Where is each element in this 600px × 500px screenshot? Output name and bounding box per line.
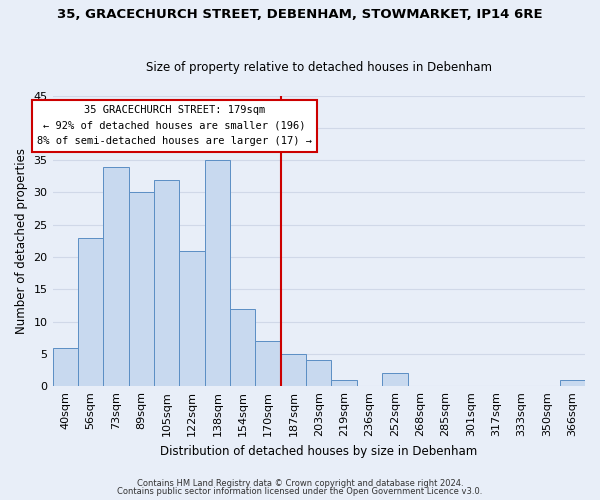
Bar	[53, 348, 78, 387]
Text: 35 GRACECHURCH STREET: 179sqm
← 92% of detached houses are smaller (196)
8% of s: 35 GRACECHURCH STREET: 179sqm ← 92% of d…	[37, 105, 312, 146]
Bar	[331, 380, 357, 386]
Text: 35, GRACECHURCH STREET, DEBENHAM, STOWMARKET, IP14 6RE: 35, GRACECHURCH STREET, DEBENHAM, STOWMA…	[57, 8, 543, 20]
Bar	[205, 160, 230, 386]
Bar	[306, 360, 331, 386]
Text: Contains public sector information licensed under the Open Government Licence v3: Contains public sector information licen…	[118, 487, 482, 496]
Y-axis label: Number of detached properties: Number of detached properties	[15, 148, 28, 334]
Bar	[103, 166, 128, 386]
Bar	[179, 250, 205, 386]
Bar	[382, 374, 407, 386]
X-axis label: Distribution of detached houses by size in Debenham: Distribution of detached houses by size …	[160, 444, 478, 458]
Bar	[78, 238, 103, 386]
Bar	[281, 354, 306, 386]
Bar	[230, 309, 256, 386]
Bar	[256, 341, 281, 386]
Bar	[128, 192, 154, 386]
Bar	[154, 180, 179, 386]
Text: Contains HM Land Registry data © Crown copyright and database right 2024.: Contains HM Land Registry data © Crown c…	[137, 478, 463, 488]
Bar	[560, 380, 585, 386]
Title: Size of property relative to detached houses in Debenham: Size of property relative to detached ho…	[146, 60, 492, 74]
